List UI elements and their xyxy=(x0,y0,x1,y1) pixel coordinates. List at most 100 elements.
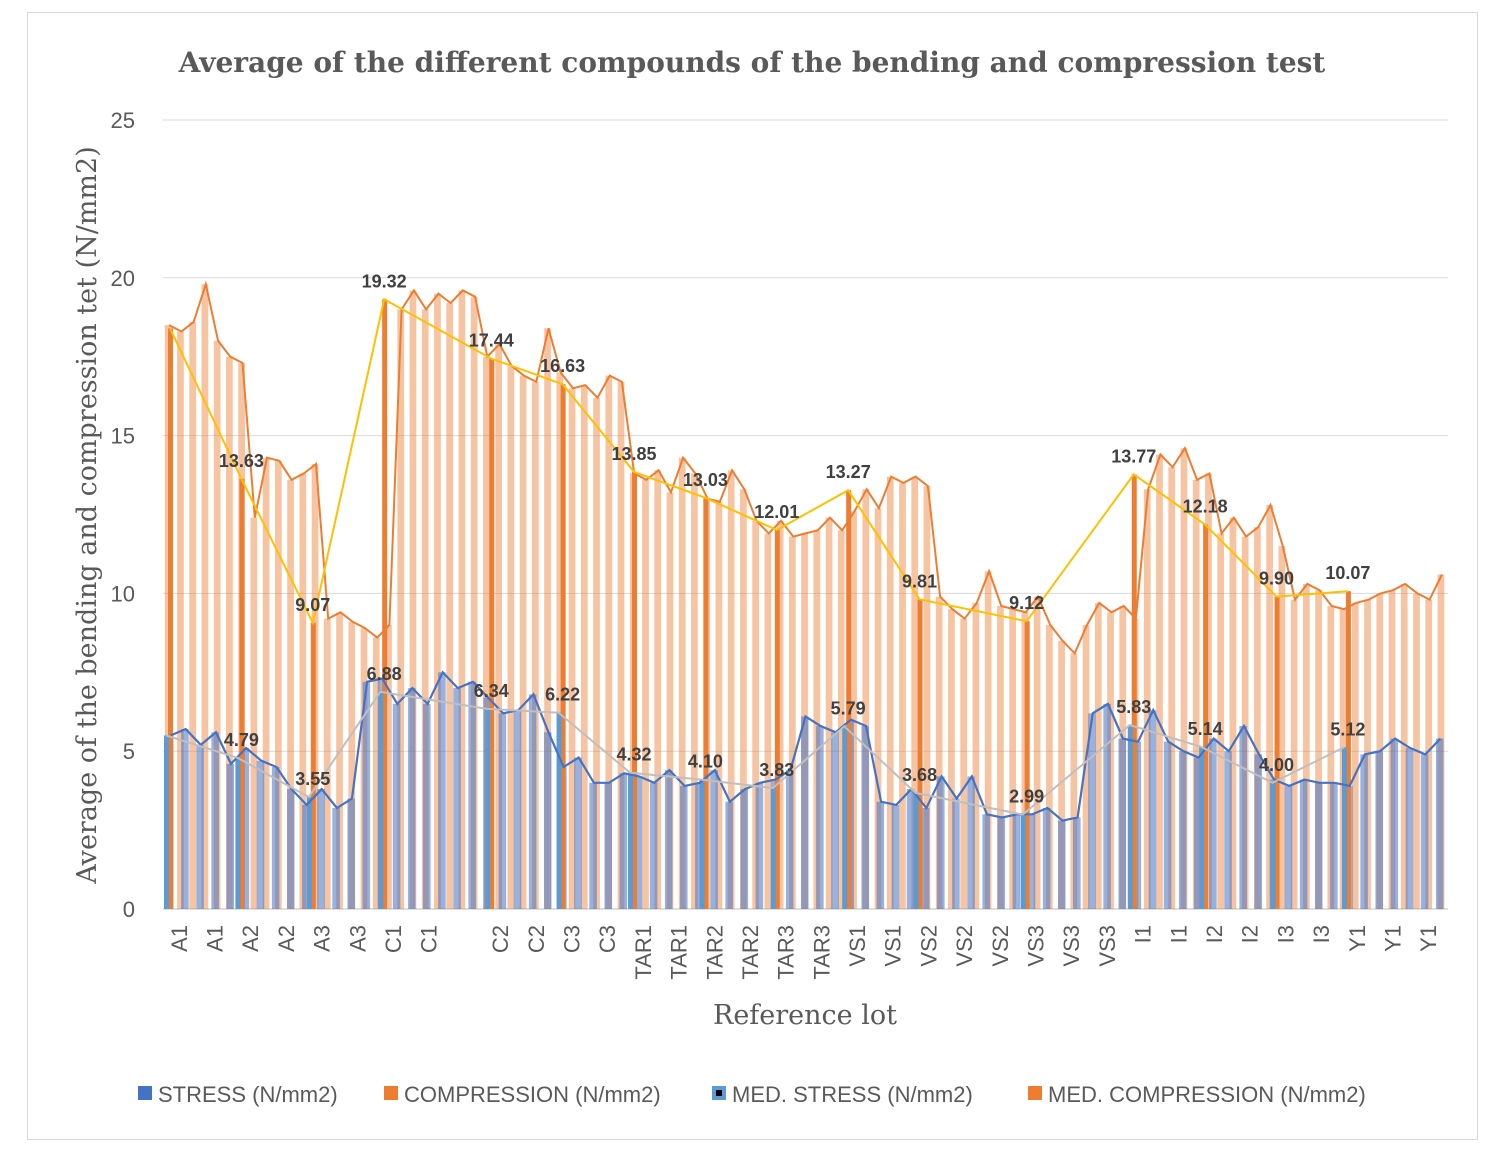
med-stress-bar xyxy=(1127,725,1133,909)
stress-bar xyxy=(997,817,1006,909)
med-stress-data-label: 6.22 xyxy=(545,685,580,705)
compression-bar xyxy=(776,520,784,909)
med-stress-bar xyxy=(699,779,705,909)
compression-bar xyxy=(1327,606,1335,909)
compression-bar xyxy=(372,637,380,909)
stress-bar xyxy=(710,770,718,909)
compression-bar xyxy=(1205,473,1212,909)
stress-bar xyxy=(1042,808,1051,909)
compression-bar xyxy=(886,476,894,909)
compression-bar xyxy=(556,372,564,910)
y-axis-tick-labels: 0 5 10 15 20 25 xyxy=(111,108,135,922)
stress-bar xyxy=(816,725,824,909)
stress-bar xyxy=(468,681,476,909)
compression-bar xyxy=(825,517,833,909)
compression-bar xyxy=(1266,505,1273,909)
stress-bar xyxy=(921,808,930,909)
y-tick-label: 25 xyxy=(111,108,135,133)
stress-bar xyxy=(226,763,235,909)
x-tick-label: I1 xyxy=(1131,925,1156,943)
med-compression-data-label: 13.63 xyxy=(219,451,264,471)
legend-label: STRESS (N/mm2) xyxy=(158,1082,338,1107)
compression-bar xyxy=(1217,533,1225,909)
med-stress-bar xyxy=(164,735,169,909)
legend: STRESS (N/mm2) COMPRESSION (N/mm2) MED. ST… xyxy=(138,1082,1366,1107)
med-compression-bar xyxy=(1024,621,1030,909)
med-compression-data-label: 9.12 xyxy=(1009,593,1044,613)
compression-bar xyxy=(348,621,356,909)
compression-bar xyxy=(1254,527,1261,909)
compression-bar xyxy=(1082,624,1090,909)
med-stress-bar xyxy=(842,726,848,909)
compression-bar xyxy=(654,470,662,909)
compression-bar xyxy=(1180,448,1188,909)
chart-title: Average of the different compounds of th… xyxy=(178,46,1326,79)
compression-bar xyxy=(226,356,233,909)
compression-bar xyxy=(1094,602,1102,909)
stress-bar xyxy=(574,757,582,909)
compression-bar xyxy=(727,470,735,909)
median-bars xyxy=(164,299,1351,909)
x-axis-title: Reference lot xyxy=(713,1000,897,1031)
med-compression-bar xyxy=(917,599,923,909)
compression-bar xyxy=(605,375,613,909)
x-tick-label: I1 xyxy=(1166,925,1191,943)
compression-bar xyxy=(1241,536,1249,909)
stress-bar xyxy=(1027,814,1036,909)
compression-bar xyxy=(1290,599,1298,909)
med-stress-data-label: 4.79 xyxy=(224,730,259,750)
med-compression-bar xyxy=(310,622,316,909)
compression-bar xyxy=(1070,653,1078,909)
med-stress-data-label: 4.32 xyxy=(617,745,652,765)
x-tick-label: VS3 xyxy=(1059,925,1084,967)
stress-bar xyxy=(347,798,355,909)
med-compression-data-label: 13.77 xyxy=(1111,446,1156,466)
x-tick-label: C1 xyxy=(381,925,406,953)
med-compression-bar xyxy=(1274,596,1280,909)
stress-bar xyxy=(1390,738,1399,909)
stress-bar xyxy=(1057,820,1066,909)
stress-bar xyxy=(453,688,461,909)
stress-bar xyxy=(302,804,310,909)
stress-bar xyxy=(362,681,371,909)
stress-bar xyxy=(528,694,537,909)
med-stress-bar xyxy=(770,788,776,909)
legend-label: COMPRESSION (N/mm2) xyxy=(404,1082,661,1107)
stress-bar xyxy=(241,748,250,909)
compression-bar xyxy=(666,492,674,909)
med-compression-data-label: 12.18 xyxy=(1183,497,1228,517)
legend-swatch-marker xyxy=(716,1090,722,1096)
stress-bar xyxy=(286,789,295,909)
x-axis-tick-labels: A1 A1 A2 A2 A3 A3 C1 C1 C2 C2 C3 C3 TAR1 TAR1 TAR2 TAR2… xyxy=(167,925,1441,980)
stress-bar xyxy=(1073,817,1081,909)
compression-bar xyxy=(544,328,551,909)
stress-bar xyxy=(740,789,749,909)
med-stress-data-label: 4.00 xyxy=(1259,755,1294,775)
legend-label: MED. COMPRESSION (N/mm2) xyxy=(1048,1082,1366,1107)
compression-bar xyxy=(642,479,649,909)
compression-bar xyxy=(287,479,294,909)
compression-bar xyxy=(323,618,331,909)
med-stress-data-label: 3.83 xyxy=(759,760,794,780)
stress-bar xyxy=(876,801,885,909)
x-tick-label: Y1 xyxy=(1380,925,1405,952)
stress-bar xyxy=(695,782,703,909)
compression-bar xyxy=(1302,583,1310,909)
compression-bar xyxy=(899,482,906,909)
stress-bar xyxy=(725,801,733,909)
stress-bar xyxy=(785,770,794,909)
stress-bar xyxy=(1375,751,1383,909)
compression-bar xyxy=(385,624,392,909)
compression-bar xyxy=(1229,517,1237,909)
med-compression-data-label: 9.90 xyxy=(1259,569,1294,589)
compression-bar xyxy=(409,290,417,909)
compression-bar xyxy=(935,596,943,909)
compression-bar xyxy=(458,290,466,909)
med-stress-data-label: 5.79 xyxy=(831,698,866,718)
stress-bar xyxy=(438,672,446,909)
compression-bar xyxy=(923,486,931,909)
x-tick-label: Y1 xyxy=(1345,925,1370,952)
compression-bar xyxy=(470,296,478,910)
x-tick-label: TAR2 xyxy=(738,925,763,980)
compression-bar xyxy=(740,489,747,909)
